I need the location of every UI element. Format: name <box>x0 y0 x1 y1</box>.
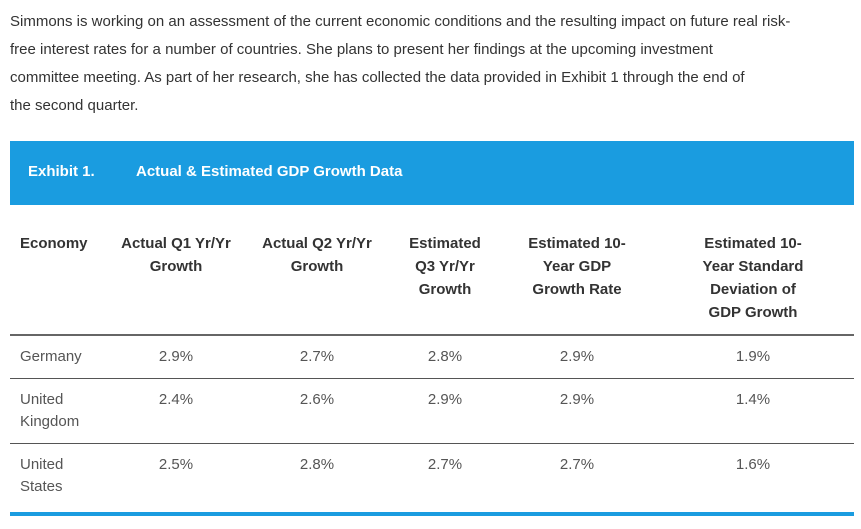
cell-10yr-stddev: 1.9% <box>652 335 854 379</box>
cell-q2: 2.6% <box>246 378 388 444</box>
column-header-10yr-growth: Estimated 10-Year GDP Growth Rate <box>502 222 652 336</box>
table-bottom-rule <box>10 512 854 516</box>
cell-q2: 2.8% <box>299 456 335 473</box>
cell-q1: 2.4% <box>106 378 246 444</box>
exhibit-number: Exhibit 1. <box>28 163 95 180</box>
table-row: Germany 2.9% 2.7% 2.8% 2.9% 1.9% <box>10 335 854 379</box>
intro-line: committee meeting. As part of her resear… <box>10 69 745 86</box>
intro-line: Simmons is working on an assessment of t… <box>10 13 791 30</box>
cell-10yr-growth: 2.9% <box>502 378 652 444</box>
table-header-row: Economy Actual Q1 Yr/Yr Growth Actual Q2… <box>10 222 854 336</box>
cell-q3: 2.9% <box>388 378 502 444</box>
column-header-q1: Actual Q1 Yr/Yr Growth <box>106 222 246 336</box>
cell-economy: United Kingdom <box>10 378 106 444</box>
intro-paragraph: Simmons is working on an assessment of t… <box>10 8 850 120</box>
cell-10yr-growth: 2.9% <box>502 335 652 379</box>
exhibit-title: Actual & Estimated GDP Growth Data <box>136 163 403 180</box>
cell-economy: Germany <box>10 335 106 379</box>
gdp-growth-table: Economy Actual Q1 Yr/Yr Growth Actual Q2… <box>10 222 854 508</box>
intro-line: free interest rates for a number of coun… <box>10 41 713 58</box>
column-header-economy: Economy <box>10 222 106 336</box>
table-row: United Kingdom 2.4% 2.6% 2.9% 2.9% 1.4% <box>10 378 854 444</box>
cell-q1: 2.9% <box>106 335 246 379</box>
cell-10yr-stddev: 1.4% <box>652 378 854 444</box>
column-header-10yr-stddev: Estimated 10-Year Standard Deviation of … <box>652 222 854 336</box>
cell-q3: 2.7% <box>427 456 463 473</box>
column-header-q2: Actual Q2 Yr/Yr Growth <box>246 222 388 336</box>
intro-line: the second quarter. <box>10 97 139 114</box>
cell-10yr-stddev: 1.6% <box>735 456 771 473</box>
table-row: United States 2.5% 2.8% 2.7% 2.7% 1.6% <box>10 444 854 509</box>
cell-q3: 2.8% <box>388 335 502 379</box>
cell-10yr-growth: 2.7% <box>559 456 595 473</box>
cell-economy: United States <box>20 456 64 495</box>
column-header-q3: Estimated Q3 Yr/Yr Growth <box>388 222 502 336</box>
cell-q1: 2.5% <box>158 456 194 473</box>
exhibit-header: Exhibit 1. Actual & Estimated GDP Growth… <box>10 141 854 205</box>
cell-q2: 2.7% <box>246 335 388 379</box>
